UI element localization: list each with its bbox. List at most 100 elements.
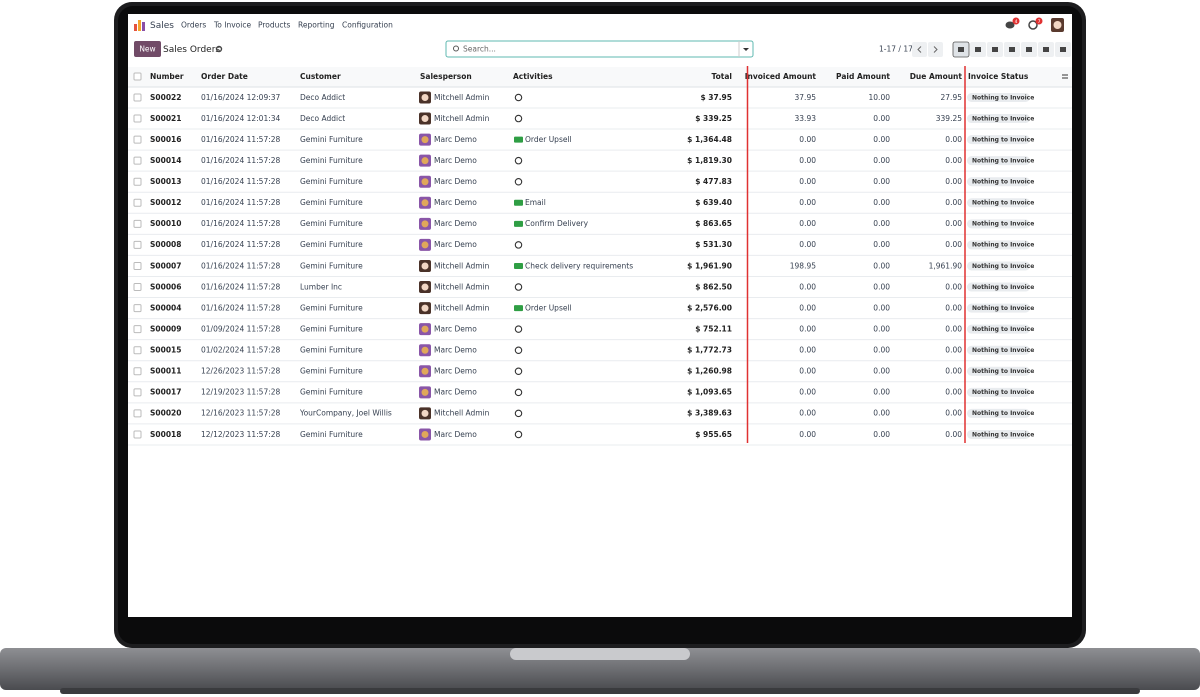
cell: 0.00 (873, 367, 890, 376)
column-header[interactable]: Due Amount (910, 72, 963, 81)
activity-clock[interactable] (514, 409, 523, 418)
cell: Marc Demo (434, 430, 477, 439)
cell: S00007 (150, 261, 182, 270)
cell: S00014 (150, 156, 182, 165)
column-header[interactable]: Total (712, 72, 733, 81)
cell: 27.95 (941, 93, 963, 102)
view-icon (975, 47, 981, 52)
status-text: Nothing to Invoice (972, 326, 1034, 333)
select-all[interactable] (133, 72, 142, 81)
row-checkbox[interactable] (133, 430, 142, 439)
avatar-face (421, 304, 429, 312)
cell: 01/16/2024 11:57:28 (201, 135, 281, 144)
app-name[interactable]: Sales (150, 21, 174, 31)
menu-item[interactable]: To Invoice (213, 21, 251, 30)
cell: 0.00 (945, 430, 962, 439)
column-header[interactable]: Paid Amount (836, 72, 890, 81)
activity-clock[interactable] (514, 430, 523, 439)
activity-clock[interactable] (514, 177, 523, 186)
cell: 0.00 (873, 177, 890, 186)
column-header[interactable]: Order Date (201, 72, 248, 81)
row-checkbox[interactable] (133, 304, 142, 313)
status-text: Nothing to Invoice (972, 242, 1034, 249)
activity-icon[interactable] (514, 262, 523, 269)
status-text: Nothing to Invoice (972, 389, 1034, 396)
column-header[interactable]: Invoiced Amount (745, 72, 817, 81)
avatar-face (421, 409, 429, 417)
menu-item[interactable]: Products (258, 21, 290, 30)
row-checkbox[interactable] (133, 388, 142, 397)
row-checkbox[interactable] (133, 325, 142, 334)
column-header[interactable]: Number (150, 72, 184, 81)
search-box[interactable] (445, 40, 754, 58)
optional-columns[interactable] (1062, 74, 1068, 79)
cell: Marc Demo (434, 367, 477, 376)
cell: 0.00 (799, 324, 816, 333)
search-dropdown[interactable] (743, 48, 749, 51)
gear-icon[interactable] (215, 45, 223, 53)
cell: 10.00 (869, 93, 891, 102)
menu-item[interactable]: Orders (181, 21, 206, 30)
cell: Order Upsell (525, 303, 572, 312)
row-checkbox[interactable] (133, 219, 142, 228)
navbar (128, 14, 1072, 36)
avatar-face (421, 199, 429, 207)
activity-clock[interactable] (514, 346, 523, 354)
activity-icon[interactable] (514, 199, 523, 206)
row-checkbox[interactable] (133, 93, 142, 102)
activity-icon[interactable] (514, 220, 523, 227)
activity-clock[interactable] (514, 283, 523, 291)
activity-clock[interactable] (514, 156, 523, 165)
cell: 0.00 (873, 198, 890, 207)
status-badge (967, 219, 1030, 229)
avatar-face (421, 430, 429, 438)
column-header[interactable]: Invoice Status (968, 72, 1029, 81)
activity-clock[interactable] (514, 241, 523, 249)
cell: 01/09/2024 11:57:28 (201, 324, 281, 333)
cell: 12/19/2023 11:57:28 (201, 388, 281, 397)
row-checkbox[interactable] (133, 346, 142, 355)
activity-icon[interactable] (514, 305, 523, 312)
row-checkbox[interactable] (133, 114, 142, 123)
row-checkbox[interactable] (133, 135, 142, 144)
row-checkbox[interactable] (133, 177, 142, 186)
cell: Gemini Furniture (300, 219, 363, 228)
cell: 198.95 (790, 261, 816, 270)
cell: 37.95 (795, 93, 817, 102)
column-header[interactable]: Salesperson (420, 72, 472, 81)
cell: $ 2,576.00 (687, 303, 732, 312)
activity-clock[interactable] (514, 325, 523, 333)
column-header[interactable]: Customer (300, 72, 341, 81)
row-checkbox[interactable] (133, 367, 142, 376)
column-header[interactable]: Activities (513, 72, 553, 81)
cell: 01/16/2024 11:57:28 (201, 282, 281, 291)
row-checkbox[interactable] (133, 240, 142, 249)
row-checkbox[interactable] (133, 156, 142, 165)
pager-prev[interactable] (912, 42, 927, 57)
activity-clock[interactable] (514, 114, 523, 123)
cell: Gemini Furniture (300, 388, 363, 397)
row-checkbox[interactable] (133, 409, 142, 418)
activity-clock[interactable] (514, 93, 523, 102)
status-text: Nothing to Invoice (972, 305, 1034, 312)
row-checkbox[interactable] (133, 283, 142, 292)
pager-next[interactable] (928, 42, 943, 57)
row-checkbox[interactable] (133, 198, 142, 207)
status-text: Nothing to Invoice (972, 179, 1034, 186)
row-checkbox[interactable] (133, 261, 142, 270)
view-icon (1009, 47, 1015, 52)
menu-item[interactable]: Reporting (298, 21, 335, 30)
activity-icon[interactable] (1028, 20, 1038, 30)
cell: Marc Demo (434, 135, 477, 144)
chat-icon[interactable] (1005, 21, 1015, 29)
cell: Mitchell Admin (434, 93, 490, 102)
activity-clock[interactable] (514, 388, 523, 397)
cell: Confirm Delivery (525, 219, 589, 228)
new-button[interactable] (134, 41, 161, 57)
activity-icon[interactable] (514, 136, 523, 143)
activity-clock[interactable] (514, 367, 523, 376)
menu-item[interactable]: Configuration (342, 21, 393, 30)
cell: 12/12/2023 11:57:28 (201, 430, 281, 439)
cell: Marc Demo (434, 177, 477, 186)
cell: 0.00 (799, 177, 816, 186)
